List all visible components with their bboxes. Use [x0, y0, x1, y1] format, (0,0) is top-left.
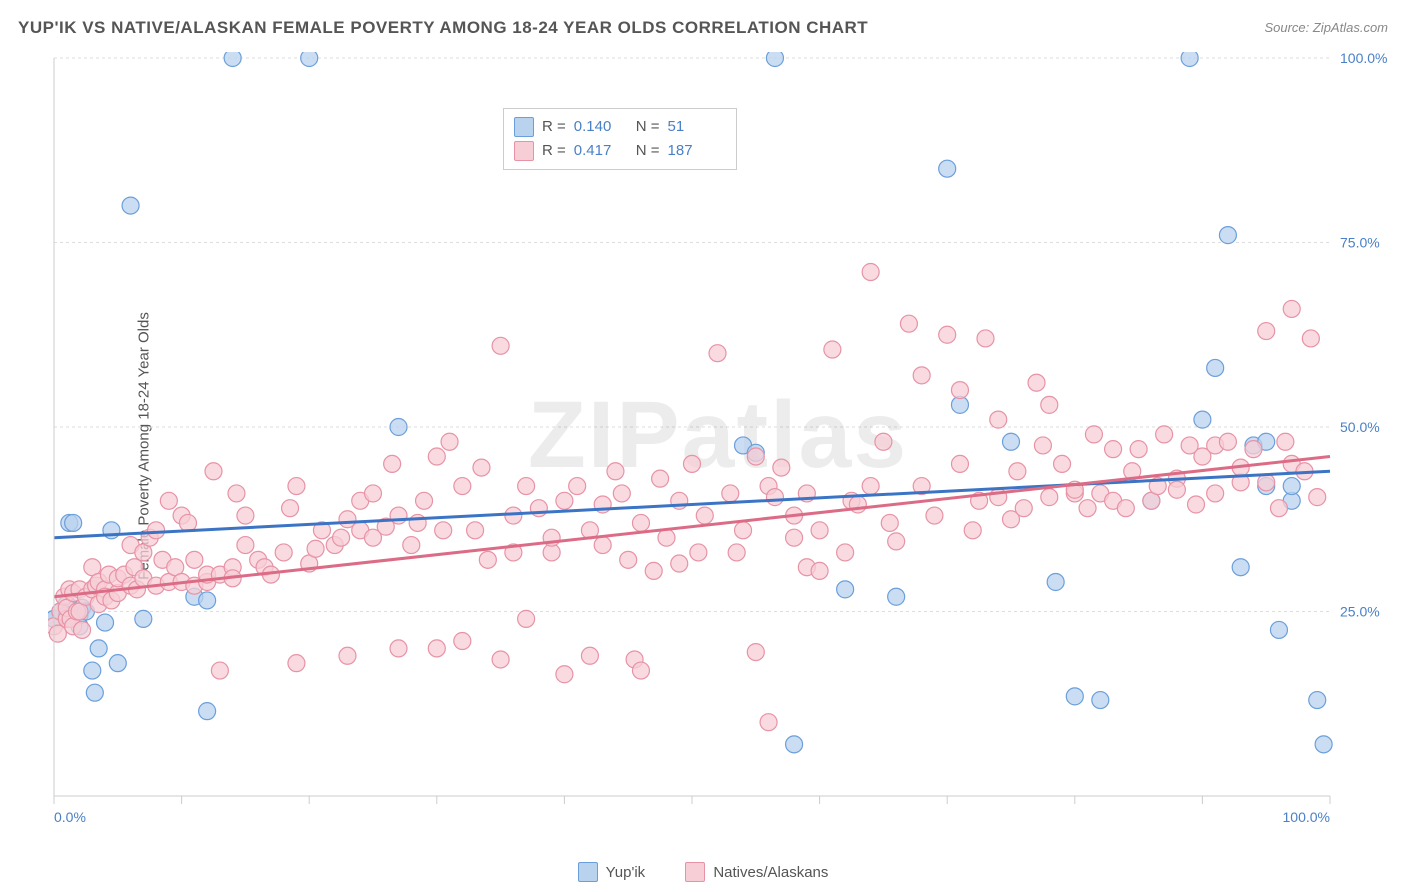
stats-legend-box: R = 0.140 N = 51 R = 0.417 N = 187 — [503, 108, 737, 170]
svg-text:25.0%: 25.0% — [1340, 604, 1380, 620]
x-tick-labels: 0.0% 100.0% — [54, 809, 1330, 825]
stat-r-yupik: 0.140 — [574, 115, 628, 139]
stat-r-label: R = — [542, 115, 566, 139]
svg-text:100.0%: 100.0% — [1283, 809, 1330, 825]
stat-n-label: N = — [636, 139, 660, 163]
watermark-text: ZIPatlas — [528, 382, 908, 488]
svg-text:75.0%: 75.0% — [1340, 235, 1380, 251]
bottom-legend: Yup'ik Natives/Alaskans — [0, 862, 1406, 886]
legend-label-natives: Natives/Alaskans — [713, 864, 828, 881]
svg-text:100.0%: 100.0% — [1340, 52, 1387, 66]
source-attribution: Source: ZipAtlas.com — [1264, 20, 1388, 35]
stat-n-yupik: 51 — [668, 115, 722, 139]
stat-r-label: R = — [542, 139, 566, 163]
stats-row-yupik: R = 0.140 N = 51 — [514, 115, 722, 139]
svg-text:0.0%: 0.0% — [54, 809, 86, 825]
legend-swatch-natives — [685, 862, 705, 882]
stat-n-natives: 187 — [668, 139, 722, 163]
stat-n-label: N = — [636, 115, 660, 139]
stats-row-natives: R = 0.417 N = 187 — [514, 139, 722, 163]
legend-item-natives: Natives/Alaskans — [685, 862, 828, 882]
legend-item-yupik: Yup'ik — [578, 862, 646, 882]
swatch-yupik — [514, 117, 534, 137]
legend-label-yupik: Yup'ik — [606, 864, 646, 881]
y-tick-labels: 25.0% 50.0% 75.0% 100.0% — [1340, 52, 1387, 620]
stat-r-natives: 0.417 — [574, 139, 628, 163]
scatter-chart: ZIPatlas 25.0% 50.0% 75.0% 100.0% 0.0% 100.0… — [48, 52, 1388, 832]
svg-text:50.0%: 50.0% — [1340, 419, 1380, 435]
series-natives-points — [48, 264, 1326, 731]
page-title: YUP'IK VS NATIVE/ALASKAN FEMALE POVERTY … — [18, 18, 868, 37]
legend-swatch-yupik — [578, 862, 598, 882]
swatch-natives — [514, 141, 534, 161]
